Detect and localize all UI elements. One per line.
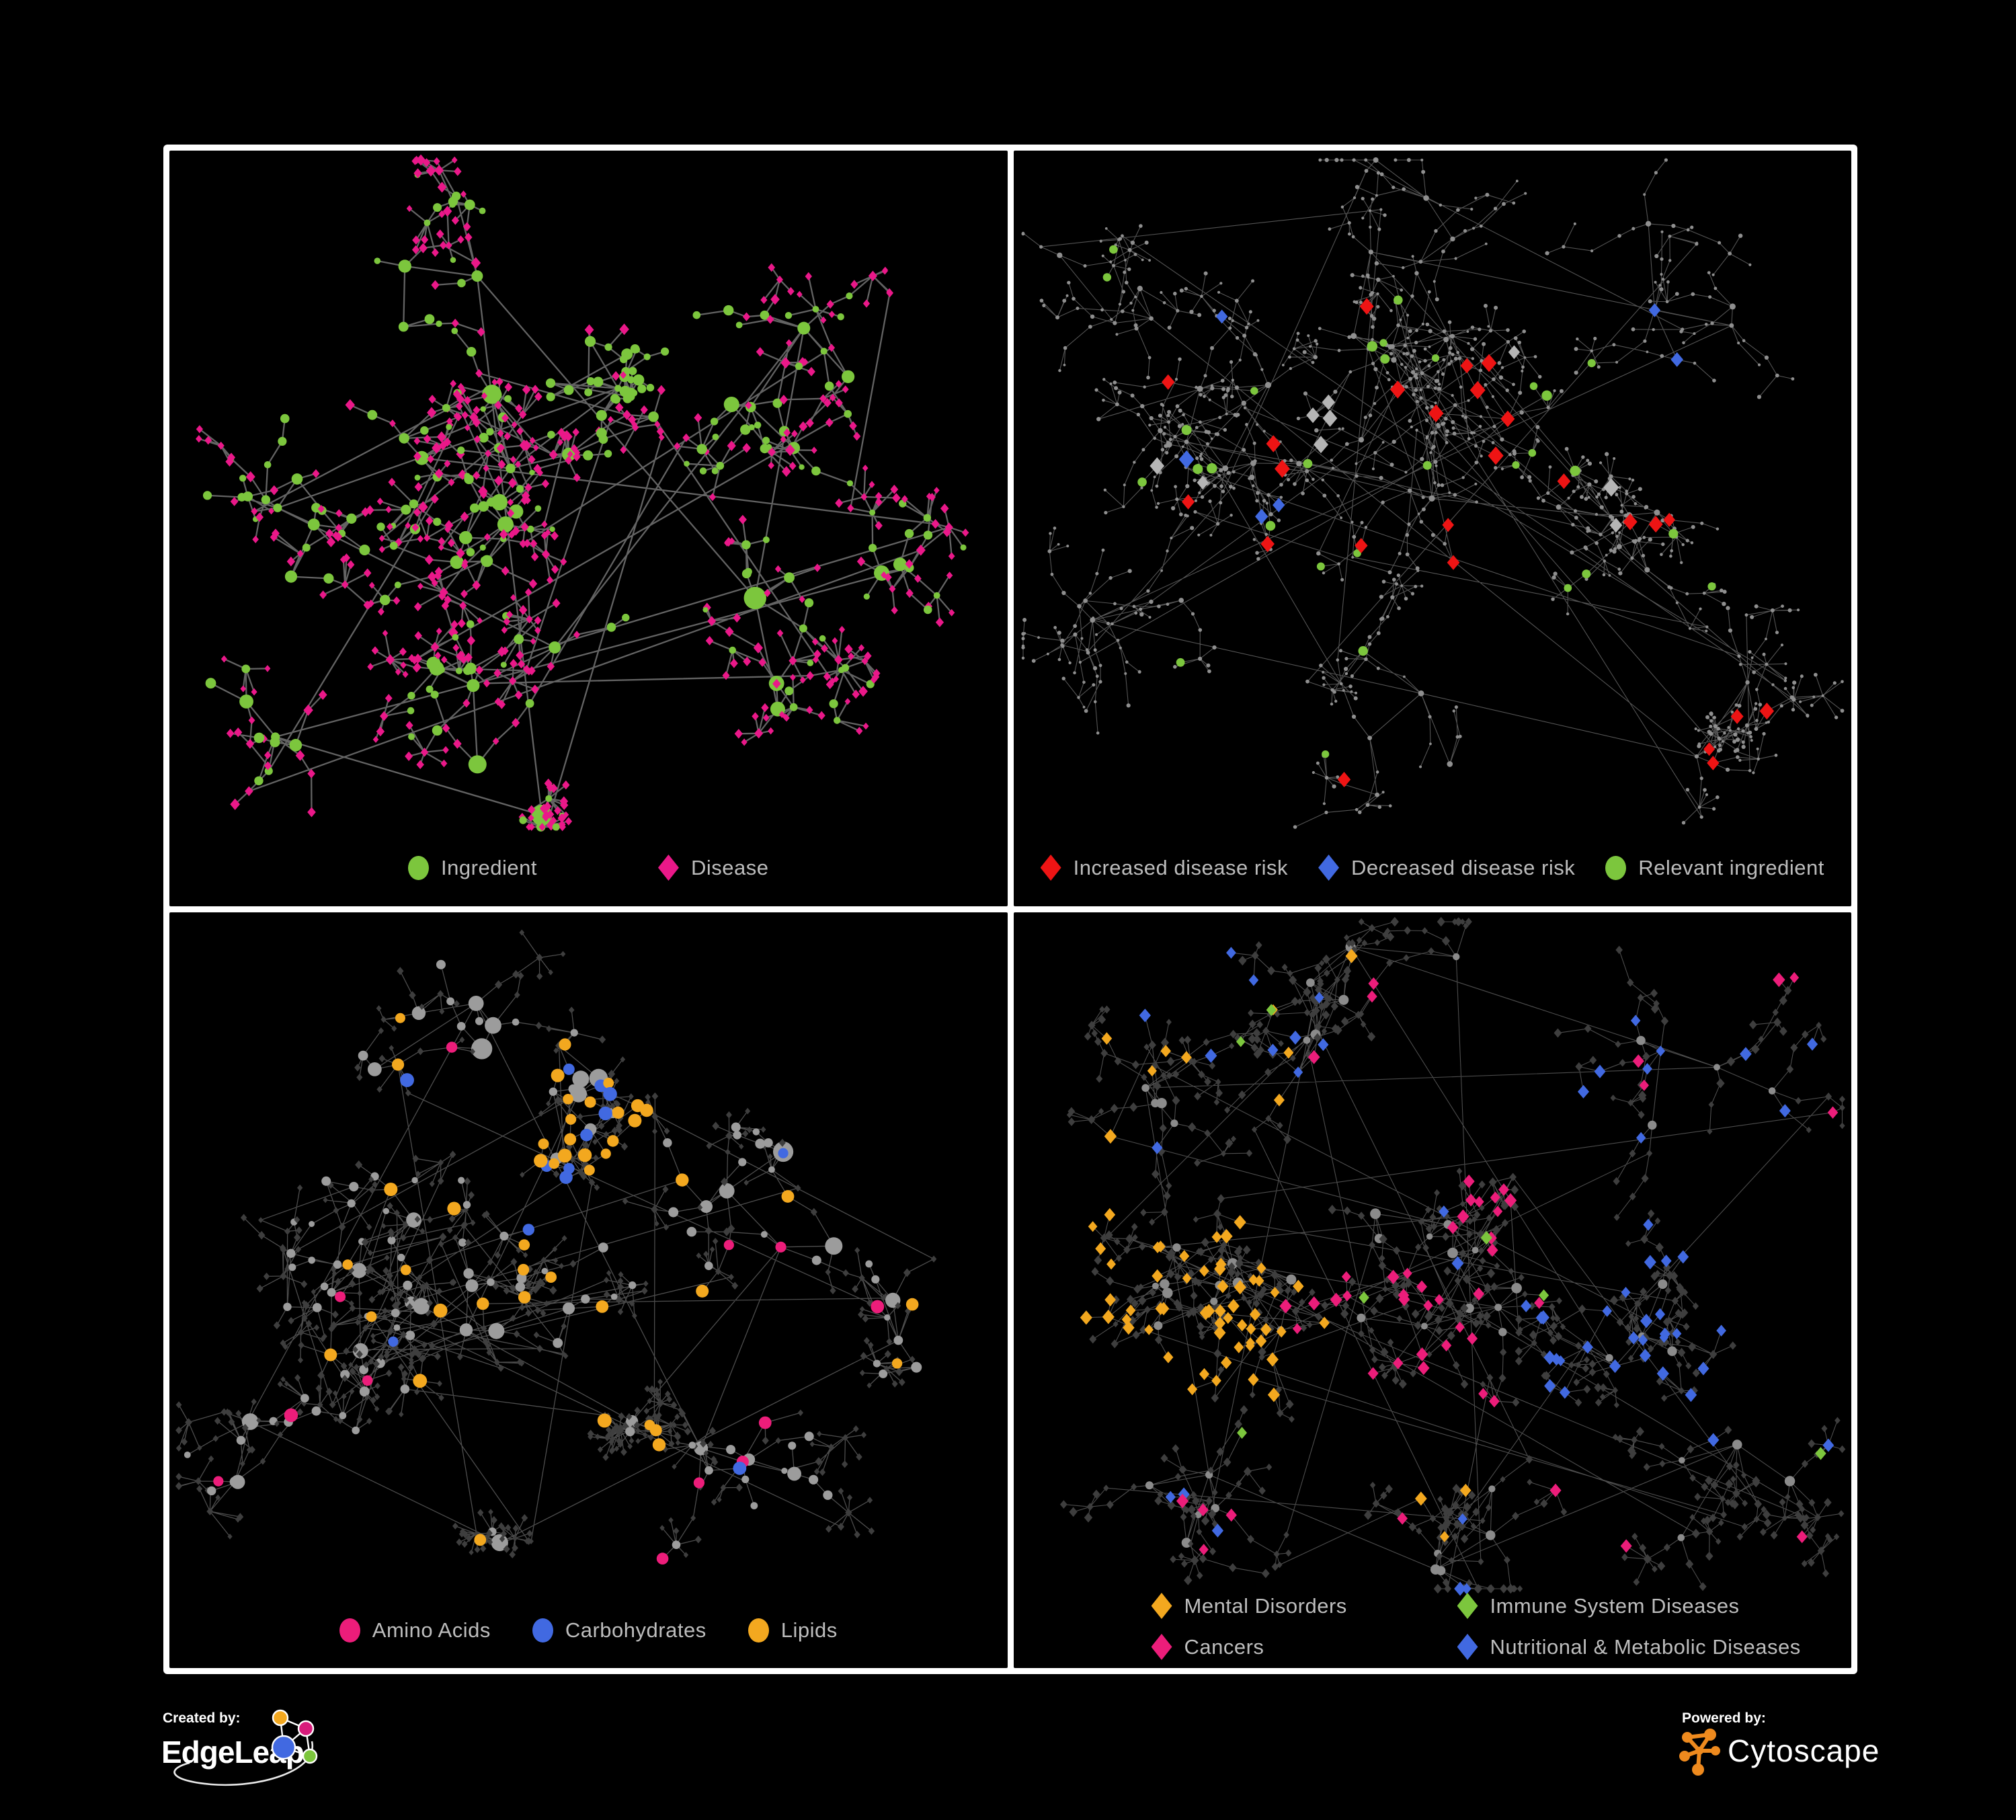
powered-by-block: Powered by: Cytoscape xyxy=(1677,1706,1880,1787)
ingredient-marker-icon xyxy=(408,855,430,880)
legend-item-carbohydrates: Carbohydrates xyxy=(532,1618,707,1643)
legend-label: Decreased disease risk xyxy=(1351,855,1576,879)
legend-label: Relevant ingredient xyxy=(1638,855,1824,879)
legend-item-ingredient: Ingredient xyxy=(408,855,537,880)
legend-item-increased-risk: Increased disease risk xyxy=(1040,855,1289,881)
disease-risk-graph xyxy=(1020,157,1844,829)
created-by-block: Created by: EdgeLeap xyxy=(159,1706,360,1794)
legend-item-cancers: Cancers xyxy=(1151,1634,1457,1660)
panel-disease-classes: Mental Disorders Immune System Diseases … xyxy=(1013,912,1851,1668)
legend-nutrient-classes: Amino Acids Carbohydrates Lipids xyxy=(169,1618,1008,1643)
cytoscape-brand-text: Cytoscape xyxy=(1728,1733,1880,1768)
legend-label: Immune System Diseases xyxy=(1490,1593,1740,1618)
legend-label: Lipids xyxy=(780,1618,838,1642)
mental-disorders-marker-icon xyxy=(1151,1593,1172,1619)
cytoscape-icon xyxy=(1679,1729,1720,1776)
panel-nutrient-classes: Amino Acids Carbohydrates Lipids xyxy=(169,912,1008,1668)
legend-item-nutritional-metabolic: Nutritional & Metabolic Diseases xyxy=(1457,1634,1801,1660)
ingredient-disease-graph xyxy=(196,154,969,832)
legend-item-relevant-ingredient: Relevant ingredient xyxy=(1605,855,1824,880)
legend-label: Cancers xyxy=(1184,1634,1264,1659)
amino-acids-marker-icon xyxy=(339,1618,360,1643)
edgeleap-network-icon xyxy=(271,1709,318,1764)
disease-classes-graph xyxy=(1059,916,1845,1596)
legend-label: Disease xyxy=(690,855,769,879)
nutrient-classes-graph xyxy=(175,929,937,1565)
increased-risk-marker-icon xyxy=(1040,855,1061,881)
panel-ingredient-disease: Ingredient Disease xyxy=(169,151,1008,906)
legend-item-disease: Disease xyxy=(657,855,769,881)
edgeleap-swoosh xyxy=(173,1741,314,1786)
legend-item-lipids: Lipids xyxy=(748,1618,838,1643)
nutritional-metabolic-marker-icon xyxy=(1457,1634,1478,1660)
edgeleap-logo: Created by: EdgeLeap xyxy=(161,1709,318,1786)
panel-disease-risk: Increased disease risk Decreased disease… xyxy=(1013,151,1852,906)
legend-label: Carbohydrates xyxy=(565,1618,707,1642)
legend-label: Increased disease risk xyxy=(1073,855,1289,879)
panel-grid: Ingredient Disease Increased disease ris… xyxy=(163,145,1857,1674)
disease-marker-icon xyxy=(657,855,679,881)
cancers-marker-icon xyxy=(1151,1634,1172,1660)
legend-item-immune-diseases: Immune System Diseases xyxy=(1457,1593,1801,1619)
created-by-label: Created by: xyxy=(163,1710,241,1726)
legend-label: Nutritional & Metabolic Diseases xyxy=(1490,1634,1801,1659)
legend-label: Ingredient xyxy=(441,855,537,879)
powered-by-label: Powered by: xyxy=(1682,1710,1766,1726)
legend-label: Amino Acids xyxy=(372,1618,491,1642)
cytoscape-logo: Powered by: Cytoscape xyxy=(1679,1710,1880,1776)
legend-item-mental-disorders: Mental Disorders xyxy=(1151,1593,1457,1619)
decreased-risk-marker-icon xyxy=(1318,855,1340,881)
legend-item-decreased-risk: Decreased disease risk xyxy=(1318,855,1575,881)
carbohydrates-marker-icon xyxy=(532,1618,553,1643)
legend-ingredient-disease: Ingredient Disease xyxy=(169,855,1008,881)
legend-item-amino-acids: Amino Acids xyxy=(339,1618,491,1643)
legend-label: Mental Disorders xyxy=(1184,1593,1347,1618)
relevant-ingredient-marker-icon xyxy=(1605,855,1627,880)
immune-diseases-marker-icon xyxy=(1457,1593,1478,1619)
legend-disease-classes: Mental Disorders Immune System Diseases … xyxy=(1151,1593,1801,1660)
lipids-marker-icon xyxy=(748,1618,769,1643)
legend-disease-risk: Increased disease risk Decreased disease… xyxy=(1014,855,1852,881)
